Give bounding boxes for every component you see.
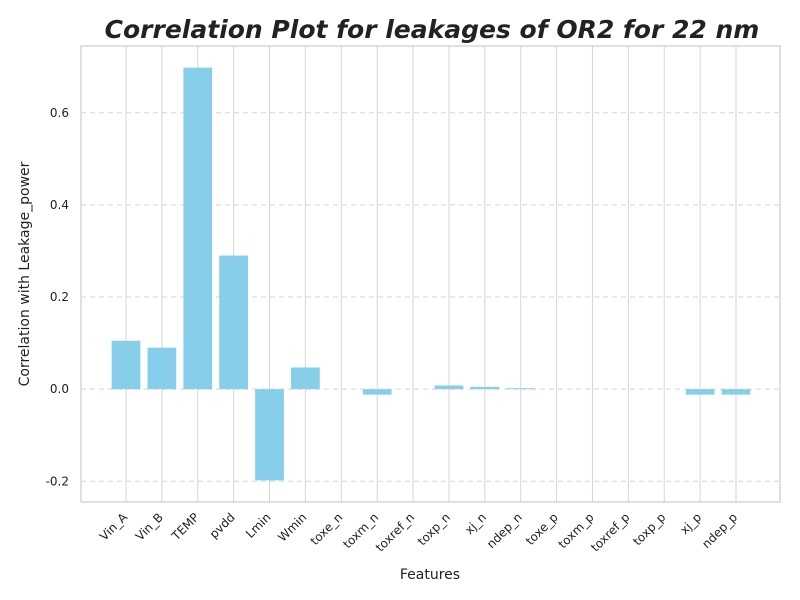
- x-tick-label: ndep_p: [699, 510, 740, 551]
- bar-xj-p: [685, 389, 715, 395]
- bar-wmin: [291, 367, 320, 390]
- y-tick-label: -0.2: [46, 474, 69, 488]
- x-tick-label: Lmin: [243, 510, 274, 541]
- bar-lmin: [255, 389, 284, 481]
- chart-title: Correlation Plot for leakages of OR2 for…: [105, 15, 760, 44]
- plot-frame: [80, 45, 781, 503]
- bars: [111, 67, 751, 481]
- x-tick-label: toxref_n: [373, 510, 417, 554]
- x-tick-label: toxe_n: [308, 510, 346, 548]
- y-tick-label: 0.2: [50, 290, 69, 304]
- bar-toxp-n: [434, 385, 464, 390]
- bar-vin-a: [111, 340, 141, 390]
- x-tick-label: toxp_n: [415, 510, 453, 548]
- bar-xj-n: [470, 386, 500, 390]
- bar-ndep-n: [506, 388, 536, 390]
- x-tick-label: TEMP: [168, 510, 202, 544]
- y-tick-label: 0.0: [50, 382, 69, 396]
- bar-pvdd: [219, 255, 248, 390]
- y-tick-label: 0.6: [50, 106, 69, 120]
- y-tick-label: 0.4: [50, 198, 69, 212]
- bar-ndep-p: [721, 389, 751, 395]
- x-axis-label: Features: [400, 567, 460, 583]
- x-axis-ticks: Vin_A Vin_B TEMP pvdd Lmin Wmintoxe_ntoxm_nto…: [97, 510, 740, 555]
- x-tick-label: toxp_p: [630, 510, 668, 548]
- x-tick-label: ndep_n: [484, 510, 525, 551]
- x-tick-label: Vin_A: [97, 510, 131, 544]
- y-axis-ticks: -0.2 0.0 0.2 0.4 0.6: [46, 106, 69, 488]
- x-tick-label: toxe_p: [523, 510, 561, 548]
- x-tick-label: toxref_p: [588, 510, 632, 554]
- bar-vin-b: [147, 347, 177, 390]
- x-tick-label: xj_p: [677, 510, 704, 537]
- x-tick-label: Wmin: [275, 510, 309, 544]
- y-axis-label: Correlation with Leakage_power: [17, 161, 33, 386]
- grid: [81, 46, 780, 502]
- x-tick-label: pvdd: [207, 510, 238, 541]
- x-tick-label: xj_n: [462, 510, 489, 537]
- bar-temp: [183, 67, 213, 390]
- x-tick-label: Vin_B: [133, 510, 166, 543]
- bar-toxm-n: [362, 389, 392, 395]
